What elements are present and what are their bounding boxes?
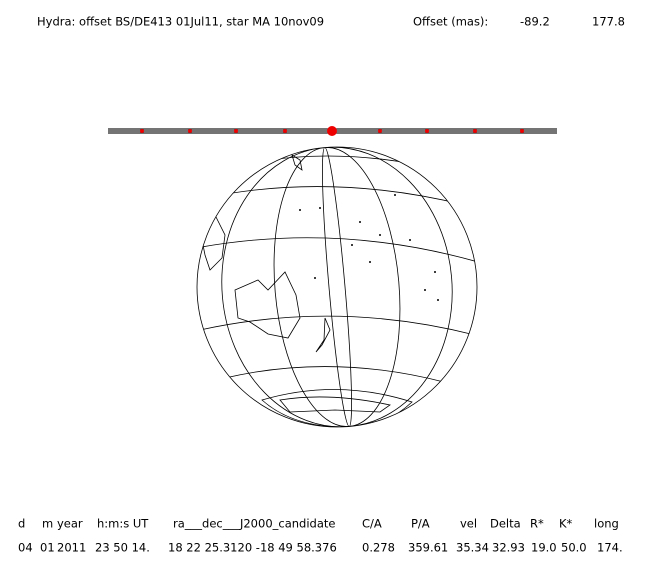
column-header: P/A: [411, 517, 430, 531]
table-cell: 18 22 25.3120 -18 49 58.376: [168, 541, 337, 555]
column-header: ra___dec___J2000_candidate: [173, 517, 335, 531]
column-header: m: [42, 517, 53, 531]
column-header: vel: [460, 517, 477, 531]
table-cell: 19.0: [531, 541, 557, 555]
globe: [196, 146, 478, 428]
column-header: long: [594, 517, 619, 531]
shadow-track: [108, 126, 557, 136]
column-header: C/A: [362, 517, 382, 531]
title: Hydra: offset BS/DE413 01Jul11, star MA …: [37, 15, 324, 29]
offset-value: 177.8: [592, 15, 625, 29]
table-cell: 2011: [57, 541, 86, 555]
column-header: R*: [530, 517, 544, 531]
table-cell: 35.34: [456, 541, 489, 555]
column-header: year: [57, 517, 83, 531]
table-cell: 50.0: [561, 541, 587, 555]
table-cell: 0.278: [362, 541, 395, 555]
offset-label: Offset (mas):: [413, 15, 488, 29]
table-cell: 04: [18, 541, 33, 555]
offset-value: -89.2: [520, 15, 550, 29]
column-header: d: [18, 517, 25, 531]
column-header: K*: [559, 517, 573, 531]
column-header: Delta: [490, 517, 521, 531]
column-header: h:m:s UT: [97, 517, 149, 531]
table-cell: 359.61: [408, 541, 448, 555]
table-cell: 23 50 14.: [95, 541, 150, 555]
table-cell: 01: [40, 541, 55, 555]
table-cell: 32.93: [492, 541, 525, 555]
table-cell: 174.: [597, 541, 623, 555]
